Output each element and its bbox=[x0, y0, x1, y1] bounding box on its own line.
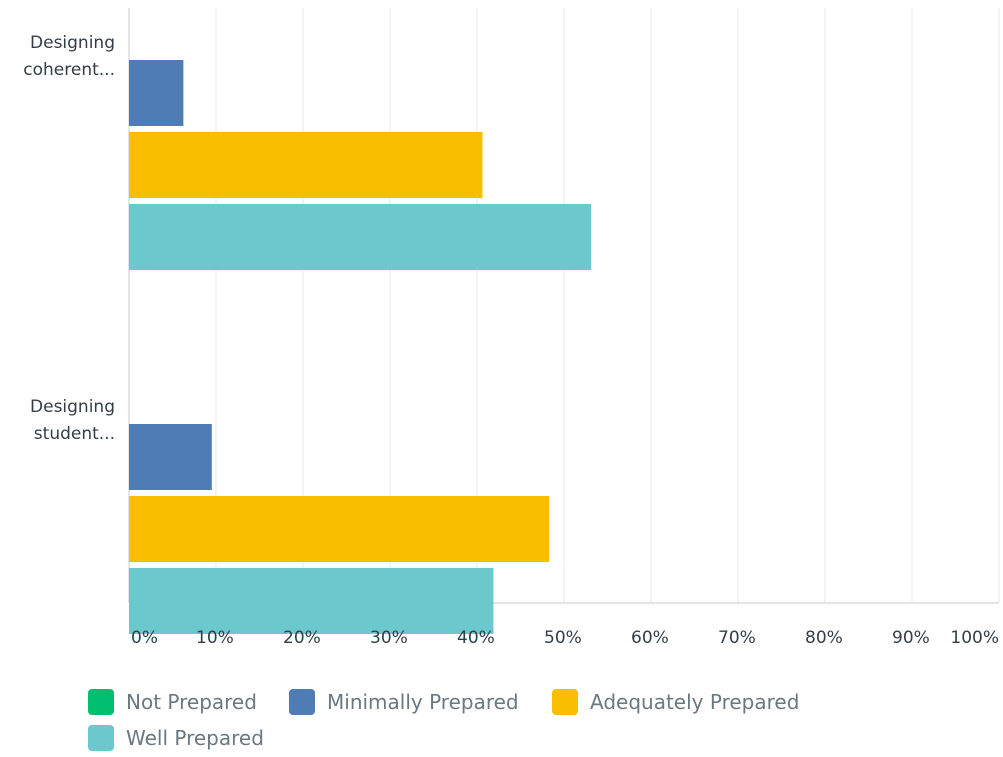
legend-swatch bbox=[552, 689, 578, 715]
legend-item-adequately-prepared[interactable]: Adequately Prepared bbox=[552, 689, 799, 715]
legend-item-minimally-prepared[interactable]: Minimally Prepared bbox=[289, 689, 519, 715]
x-tick-label: 50% bbox=[544, 628, 582, 648]
category-label: Designing student... bbox=[3, 394, 115, 448]
legend-swatch bbox=[289, 689, 315, 715]
bar-adequately-prepared[interactable] bbox=[129, 496, 550, 562]
x-tick-label: 0% bbox=[131, 628, 158, 648]
bar-minimally-prepared[interactable] bbox=[129, 60, 184, 126]
bar-well-prepared[interactable] bbox=[129, 204, 592, 270]
x-tick-label: 80% bbox=[805, 628, 843, 648]
x-tick-label: 70% bbox=[718, 628, 756, 648]
x-tick-label: 40% bbox=[457, 628, 495, 648]
legend-swatch bbox=[88, 689, 114, 715]
legend-item-not-prepared[interactable]: Not Prepared bbox=[88, 689, 257, 715]
category-label-line: Designing bbox=[30, 397, 115, 417]
legend-swatch bbox=[88, 725, 114, 751]
x-tick-label: 90% bbox=[892, 628, 930, 648]
category-label-line: Designing bbox=[30, 33, 115, 53]
x-tick-label: 100% bbox=[950, 628, 999, 648]
category-label-line: student... bbox=[33, 424, 115, 444]
x-tick-label: 20% bbox=[283, 628, 321, 648]
category-label-line: coherent... bbox=[23, 60, 115, 80]
bar-minimally-prepared[interactable] bbox=[129, 424, 212, 490]
legend-item-well-prepared[interactable]: Well Prepared bbox=[88, 725, 264, 751]
legend-label: Adequately Prepared bbox=[590, 690, 800, 714]
legend-label: Well Prepared bbox=[126, 726, 264, 750]
legend-label: Minimally Prepared bbox=[327, 690, 519, 714]
category-label: Designing coherent... bbox=[3, 30, 115, 84]
x-tick-label: 30% bbox=[370, 628, 408, 648]
bar-well-prepared[interactable] bbox=[129, 568, 494, 634]
x-tick-label: 10% bbox=[196, 628, 234, 648]
bar-adequately-prepared[interactable] bbox=[129, 132, 483, 198]
x-tick-label: 60% bbox=[631, 628, 669, 648]
legend-label: Not Prepared bbox=[126, 690, 257, 714]
